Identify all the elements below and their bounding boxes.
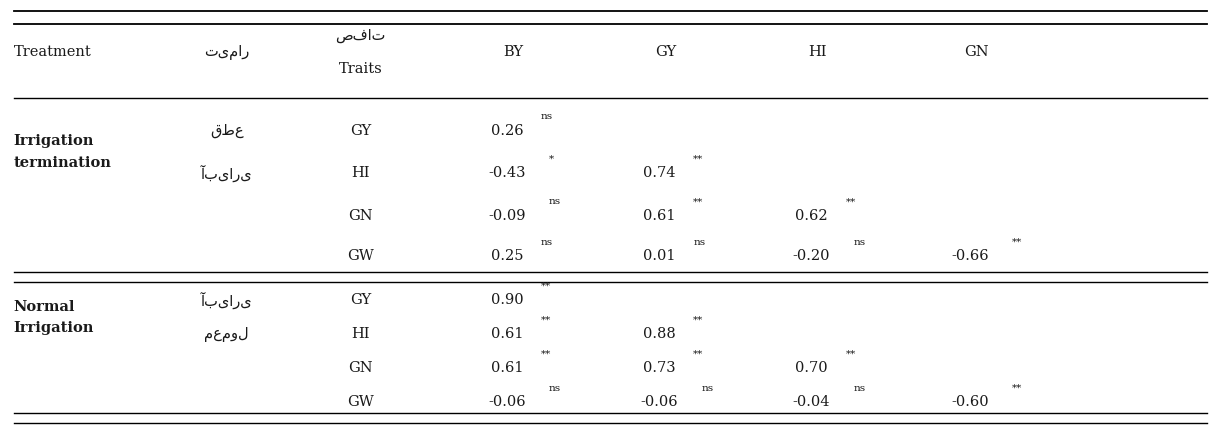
- Text: **: **: [694, 197, 703, 206]
- Text: HI: HI: [808, 45, 827, 59]
- Text: آبیاری: آبیاری: [201, 291, 253, 308]
- Text: **: **: [694, 349, 703, 358]
- Text: **: **: [541, 282, 552, 291]
- Text: تیمار: تیمار: [204, 45, 249, 60]
- Text: -0.06: -0.06: [641, 394, 678, 408]
- Text: BY: BY: [503, 45, 523, 59]
- Text: صفات: صفات: [336, 28, 386, 43]
- Text: 0.74: 0.74: [643, 166, 675, 180]
- Text: termination: termination: [13, 155, 111, 169]
- Text: GW: GW: [348, 248, 374, 262]
- Text: ns: ns: [701, 383, 713, 392]
- Text: 0.61: 0.61: [643, 208, 675, 222]
- Text: 0.61: 0.61: [491, 327, 524, 341]
- Text: HI: HI: [352, 327, 370, 341]
- Text: 0.88: 0.88: [642, 327, 675, 341]
- Text: 0.25: 0.25: [491, 248, 524, 262]
- Text: GY: GY: [654, 45, 676, 59]
- Text: ns: ns: [541, 112, 553, 121]
- Text: ns: ns: [549, 197, 562, 206]
- Text: ns: ns: [694, 237, 706, 246]
- Text: GN: GN: [963, 45, 988, 59]
- Text: قطع: قطع: [210, 123, 243, 138]
- Text: Traits: Traits: [339, 62, 382, 76]
- Text: ns: ns: [549, 383, 562, 392]
- Text: 0.61: 0.61: [491, 360, 524, 374]
- Text: 0.70: 0.70: [795, 360, 828, 374]
- Text: GY: GY: [350, 293, 371, 307]
- Text: 0.90: 0.90: [491, 293, 524, 307]
- Text: -0.09: -0.09: [488, 208, 526, 222]
- Text: **: **: [541, 315, 552, 324]
- Text: **: **: [1012, 237, 1022, 246]
- Text: ns: ns: [853, 383, 866, 392]
- Text: 0.73: 0.73: [643, 360, 675, 374]
- Text: -0.06: -0.06: [488, 394, 526, 408]
- Text: آبیاری: آبیاری: [201, 164, 253, 181]
- Text: Treatment: Treatment: [13, 45, 92, 59]
- Text: 0.26: 0.26: [491, 124, 524, 138]
- Text: ns: ns: [853, 237, 866, 246]
- Text: **: **: [1012, 383, 1022, 392]
- Text: 0.01: 0.01: [643, 248, 675, 262]
- Text: Normal: Normal: [13, 299, 74, 313]
- Text: -0.04: -0.04: [792, 394, 830, 408]
- Text: **: **: [846, 349, 856, 358]
- Text: Irrigation: Irrigation: [13, 320, 94, 334]
- Text: GW: GW: [348, 394, 374, 408]
- Text: *: *: [549, 155, 554, 164]
- Text: **: **: [694, 155, 703, 164]
- Text: **: **: [846, 197, 856, 206]
- Text: -0.20: -0.20: [792, 248, 830, 262]
- Text: معمول: معمول: [204, 326, 249, 341]
- Text: GY: GY: [350, 124, 371, 138]
- Text: -0.43: -0.43: [488, 166, 526, 180]
- Text: **: **: [541, 349, 552, 358]
- Text: -0.66: -0.66: [951, 248, 989, 262]
- Text: ns: ns: [541, 237, 553, 246]
- Text: **: **: [694, 315, 703, 324]
- Text: -0.60: -0.60: [951, 394, 989, 408]
- Text: HI: HI: [352, 166, 370, 180]
- Text: GN: GN: [348, 208, 374, 222]
- Text: Irrigation: Irrigation: [13, 134, 94, 148]
- Text: 0.62: 0.62: [795, 208, 828, 222]
- Text: GN: GN: [348, 360, 374, 374]
